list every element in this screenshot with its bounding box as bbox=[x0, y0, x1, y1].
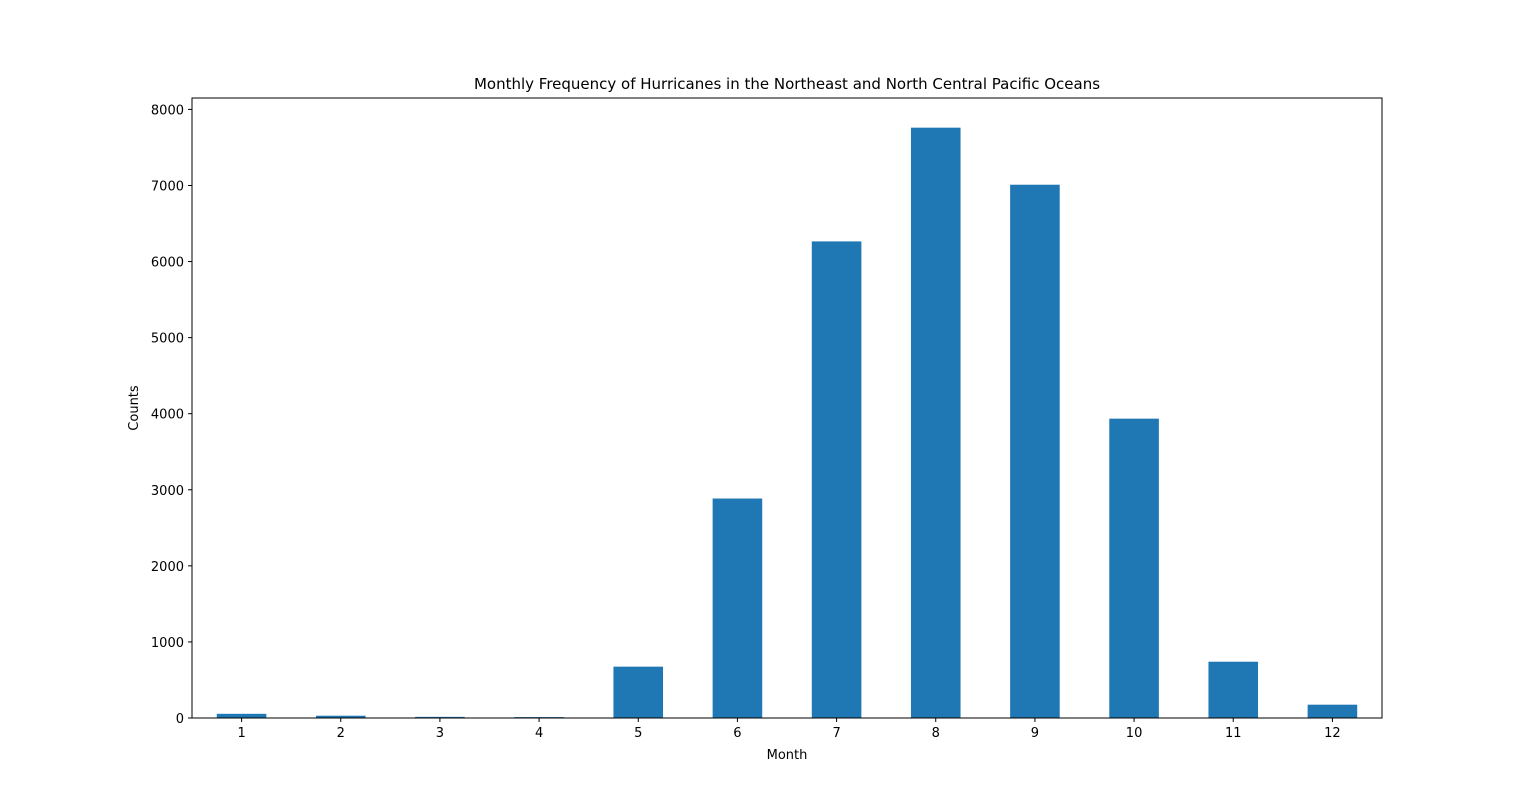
bar-month-10 bbox=[1109, 418, 1159, 718]
bar-month-8 bbox=[910, 127, 961, 719]
x-axis: 1 2 3 4 5 6 7 8 9 10 11 12 bbox=[237, 718, 1341, 741]
bar-month-3 bbox=[415, 716, 465, 718]
y-tick-label: 3000 bbox=[151, 484, 184, 499]
bar-month-11 bbox=[1208, 661, 1259, 718]
bar-month-2 bbox=[315, 715, 366, 718]
bar-month-6 bbox=[712, 498, 763, 718]
x-tick-label: 1 bbox=[237, 726, 245, 741]
bar-month-9 bbox=[1010, 184, 1060, 719]
y-axis-label: Counts bbox=[127, 385, 142, 431]
x-tick-label: 9 bbox=[1031, 726, 1039, 741]
y-tick-label: 1000 bbox=[151, 636, 184, 651]
bar-month-12 bbox=[1307, 704, 1358, 718]
bar-month-7 bbox=[811, 241, 862, 718]
y-tick-label: 8000 bbox=[151, 103, 184, 118]
y-tick-label: 0 bbox=[176, 712, 184, 727]
y-axis: 0 1000 2000 3000 4000 5000 6000 7000 8000 bbox=[151, 103, 192, 727]
bars-group bbox=[216, 127, 1358, 719]
y-tick-label: 4000 bbox=[151, 408, 184, 423]
y-tick-label: 2000 bbox=[151, 560, 184, 575]
x-tick-label: 12 bbox=[1324, 726, 1341, 741]
x-tick-label: 2 bbox=[337, 726, 345, 741]
x-tick-label: 4 bbox=[535, 726, 543, 741]
x-tick-label: 10 bbox=[1126, 726, 1143, 741]
plot-frame bbox=[191, 97, 1383, 719]
x-tick-label: 8 bbox=[932, 726, 940, 741]
y-tick-label: 6000 bbox=[151, 256, 184, 271]
y-tick-label: 5000 bbox=[151, 332, 184, 347]
bar-month-5 bbox=[613, 666, 664, 718]
bar-month-1 bbox=[216, 713, 267, 718]
x-tick-label: 3 bbox=[436, 726, 444, 741]
x-tick-label: 7 bbox=[832, 726, 840, 741]
x-tick-label: 5 bbox=[634, 726, 642, 741]
x-tick-label: 11 bbox=[1225, 726, 1242, 741]
chart-title: Monthly Frequency of Hurricanes in the N… bbox=[474, 75, 1100, 93]
x-tick-label: 6 bbox=[733, 726, 741, 741]
x-axis-label: Month bbox=[767, 748, 808, 763]
y-tick-label: 7000 bbox=[151, 179, 184, 194]
